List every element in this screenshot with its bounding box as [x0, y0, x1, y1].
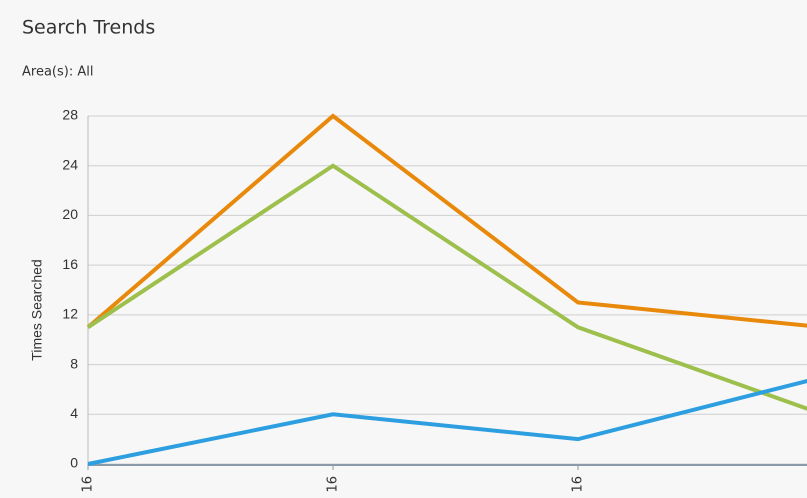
y-tick-label: 28 [62, 107, 78, 123]
series-line [86, 163, 807, 411]
y-tick-label: 0 [70, 455, 78, 471]
series-line [86, 113, 807, 329]
x-tick-label: 16 [81, 476, 96, 493]
series-line [87, 378, 807, 466]
y-tick-label: 16 [62, 256, 78, 272]
x-tick-label: 16 [571, 476, 586, 493]
y-tick-label: 20 [62, 206, 78, 222]
y-tick-label: 12 [62, 306, 78, 322]
y-tick-label: 24 [62, 156, 78, 172]
y-tick-label: 8 [70, 355, 78, 371]
y-axis-label: Times Searched [29, 259, 45, 360]
chart-title: Search Trends [22, 17, 155, 39]
y-tick-label: 4 [70, 405, 78, 421]
x-tick-label: 16 [326, 476, 341, 493]
chart-subtitle: Area(s): All [22, 65, 93, 80]
